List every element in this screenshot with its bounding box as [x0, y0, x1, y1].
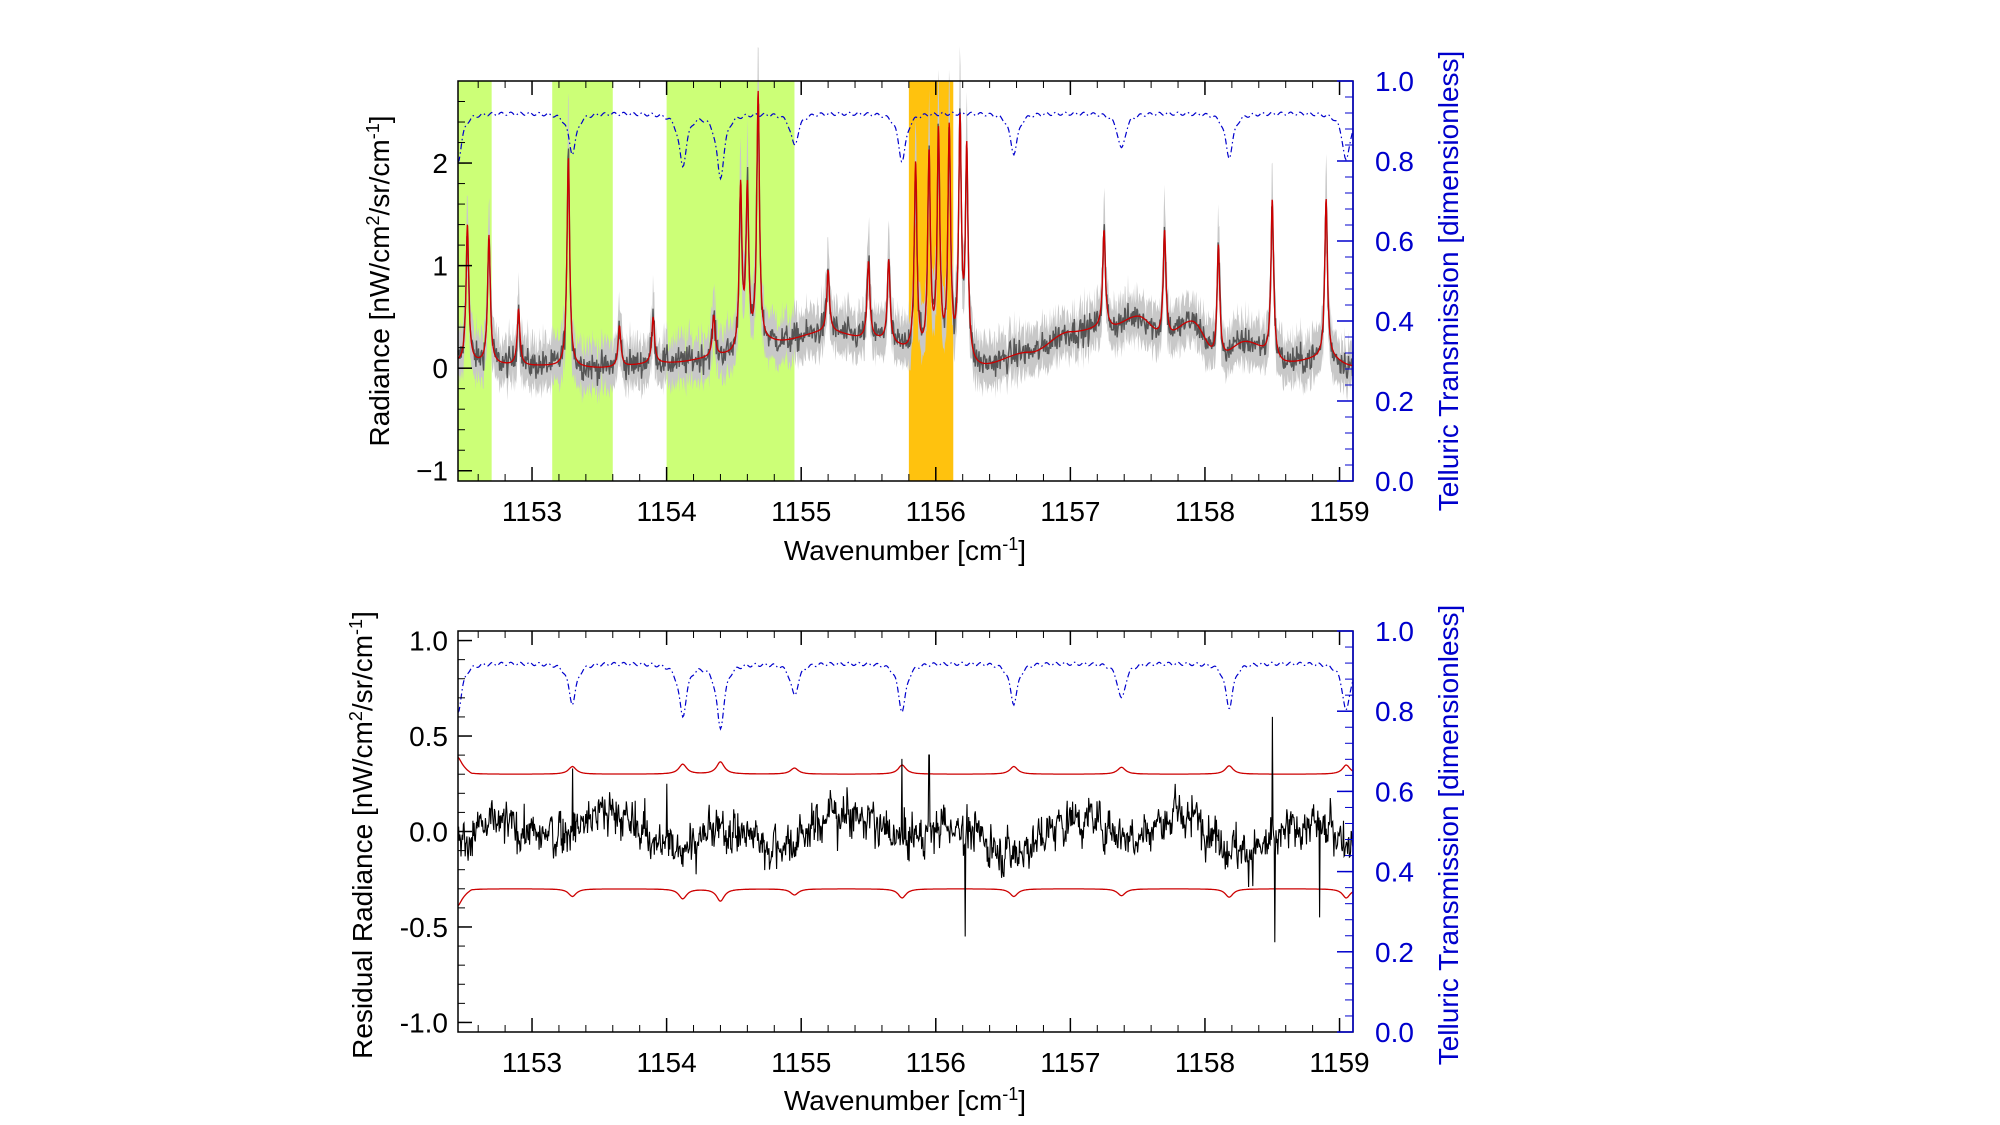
y2-tick-label: 0.0 — [1375, 466, 1414, 497]
bottom-y2-axis-title: Telluric Transmission [dimensionless] — [1433, 605, 1464, 1066]
highlight-band — [666, 81, 795, 481]
y-tick-label: 0 — [432, 353, 448, 384]
x-tick-label: 1153 — [502, 496, 562, 527]
bottom-y-axis: -1.0 -0.5 0.0 0.5 1.0 — [400, 626, 472, 1038]
y2-tick-label: 0.4 — [1375, 306, 1414, 337]
y-tick-label: 1.0 — [409, 626, 448, 657]
top-y2-axis-title: Telluric Transmission [dimensionless] — [1433, 51, 1464, 512]
telluric-transmission-line — [457, 111, 1354, 181]
upper-uncertainty-bound — [457, 756, 1354, 775]
y2-tick-label: 0.6 — [1375, 226, 1414, 257]
uncertainty-envelope — [458, 46, 1353, 405]
x-tick-label: 1156 — [906, 496, 966, 527]
bottom-y-axis-title: Residual Radiance [nW/cm2/sr/cm-1] — [346, 611, 378, 1059]
highlight-band — [458, 81, 492, 481]
y2-tick-label: 0.4 — [1375, 857, 1414, 888]
y-tick-label: -0.5 — [400, 912, 448, 943]
model-fit-line — [457, 90, 1353, 368]
bottom-y2-axis: 0.0 0.2 0.4 0.6 0.8 1.0 — [1337, 616, 1414, 1048]
bottom-panel: 1153 1154 1155 1156 1157 1158 1159 -1.0 -0.5 0.0… — [346, 605, 1464, 1116]
x-tick-label: 1158 — [1175, 496, 1235, 527]
bottom-x-axis-title: Wavenumber [cm-1] — [784, 1084, 1026, 1116]
top-plot-data — [457, 46, 1354, 405]
top-x-axis-title: Wavenumber [cm-1] — [784, 534, 1026, 566]
top-x-axis: 1153 1154 1155 1156 1157 1158 1159 — [477, 81, 1370, 527]
highlight-bands — [458, 81, 954, 481]
x-tick-label: 1154 — [636, 496, 696, 527]
y-tick-label: 0.0 — [409, 817, 448, 848]
x-tick-label: 1159 — [1309, 496, 1369, 527]
highlight-band — [552, 81, 613, 481]
y2-tick-label: 0.2 — [1375, 386, 1414, 417]
bottom-plot-data — [457, 661, 1354, 943]
x-tick-label: 1156 — [906, 1047, 966, 1078]
residual-line — [457, 716, 1354, 943]
telluric-transmission-line — [457, 661, 1354, 731]
y2-tick-label: 0.6 — [1375, 776, 1414, 807]
top-y2-axis: 0.0 0.2 0.4 0.6 0.8 1.0 — [1337, 66, 1414, 497]
observed-radiance-line — [457, 103, 1354, 386]
x-tick-label: 1157 — [1040, 496, 1100, 527]
y-tick-label: -1.0 — [400, 1007, 448, 1038]
x-tick-label: 1153 — [502, 1047, 562, 1078]
x-tick-label: 1157 — [1040, 1047, 1100, 1078]
x-tick-label: 1155 — [771, 496, 831, 527]
y2-tick-label: 1.0 — [1375, 66, 1414, 97]
x-tick-label: 1155 — [771, 1047, 831, 1078]
bottom-x-axis: 1153 1154 1155 1156 1157 1158 1159 — [477, 631, 1370, 1078]
y-tick-label: −1 — [416, 456, 448, 487]
x-tick-label: 1159 — [1309, 1047, 1369, 1078]
y2-tick-label: 1.0 — [1375, 616, 1414, 647]
x-tick-label: 1158 — [1175, 1047, 1235, 1078]
y-tick-label: 1 — [432, 251, 448, 282]
y2-tick-label: 0.8 — [1375, 696, 1414, 727]
top-y-axis: −1 0 1 2 — [416, 101, 472, 487]
lower-uncertainty-bound — [457, 888, 1354, 907]
y-tick-label: 0.5 — [409, 721, 448, 752]
y-tick-label: 2 — [432, 148, 448, 179]
y2-tick-label: 0.2 — [1375, 937, 1414, 968]
y2-tick-label: 0.8 — [1375, 146, 1414, 177]
top-y-axis-title: Radiance [nW/cm2/sr/cm-1] — [363, 116, 395, 447]
x-tick-label: 1154 — [636, 1047, 696, 1078]
y2-tick-label: 0.0 — [1375, 1017, 1414, 1048]
